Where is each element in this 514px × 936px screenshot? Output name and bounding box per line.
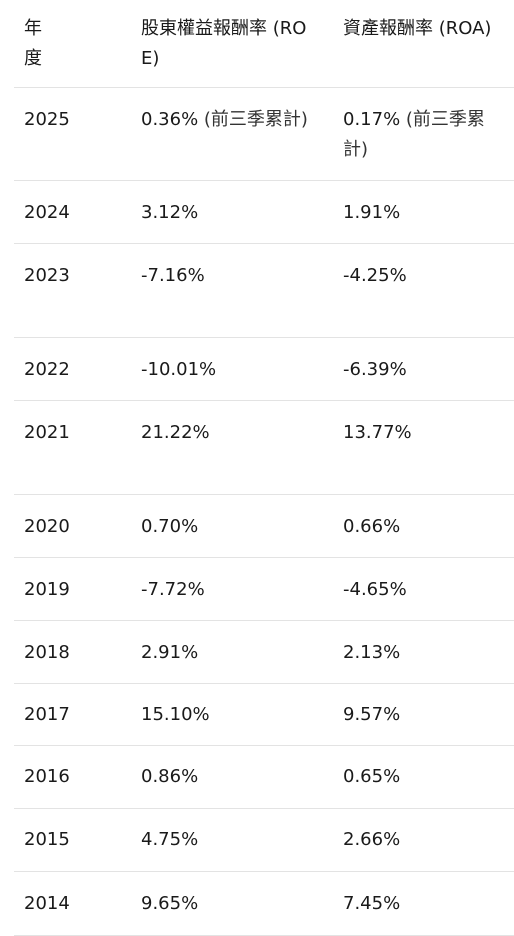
table-header: 年度 股東權益報酬率 (ROE) 資產報酬率 (ROA) — [0, 0, 514, 88]
year-cell: 2023 — [24, 265, 70, 286]
table-row: 2023 -7.16% -4.25% — [0, 244, 514, 338]
roe-cell: 15.10% — [141, 704, 210, 725]
roa-cell: 13.77% — [343, 422, 412, 443]
roe-cell: -10.01% — [141, 359, 217, 380]
roe-cell: 21.22% — [141, 422, 210, 443]
year-cell: 2021 — [24, 422, 70, 443]
row-divider — [14, 180, 514, 181]
row-divider — [14, 337, 514, 338]
year-cell: 2019 — [24, 579, 70, 600]
row-divider — [14, 87, 514, 88]
row-divider — [14, 494, 514, 495]
year-cell: 2015 — [24, 829, 70, 850]
year-cell: 2016 — [24, 766, 70, 787]
roe-cell: 0.36% (前三季累計) — [141, 105, 331, 135]
roe-cell: 0.86% — [141, 766, 199, 787]
table-row: 2022 -10.01% -6.39% — [0, 338, 514, 401]
roa-cell: 7.45% — [343, 893, 401, 914]
year-cell: 2025 — [24, 109, 70, 130]
table-row: 2018 2.91% 2.13% — [0, 621, 514, 684]
table-row: 2019 -7.72% -4.65% — [0, 558, 514, 621]
table-row: 2020 0.70% 0.66% — [0, 495, 514, 558]
header-year: 年度 — [24, 18, 42, 69]
roe-cell: 3.12% — [141, 202, 199, 223]
year-cell: 2024 — [24, 202, 70, 223]
row-divider — [14, 243, 514, 244]
roa-cell: -4.65% — [343, 579, 407, 600]
roe-cell: 2.91% — [141, 642, 199, 663]
table-row: 2021 21.22% 13.77% — [0, 401, 514, 495]
year-cell: 2014 — [24, 893, 70, 914]
table-row: 2015 4.75% 2.66% — [0, 809, 514, 872]
roa-value: 0.17% — [343, 109, 401, 130]
year-cell: 2018 — [24, 642, 70, 663]
table-row: 2014 9.65% 7.45% — [0, 872, 514, 936]
roe-note: (前三季累計) — [198, 109, 308, 130]
row-divider — [14, 808, 514, 809]
row-divider — [14, 620, 514, 621]
row-divider — [14, 400, 514, 401]
table-row: 2017 15.10% 9.57% — [0, 684, 514, 746]
roe-cell: -7.16% — [141, 265, 205, 286]
table-row: 2025 0.36% (前三季累計) 0.17% (前三季累計) — [0, 88, 514, 181]
roe-cell: 4.75% — [141, 829, 199, 850]
row-divider — [14, 683, 514, 684]
header-roe: 股東權益報酬率 (ROE) — [141, 18, 307, 69]
roa-cell: -4.25% — [343, 265, 407, 286]
roa-cell: 2.66% — [343, 829, 401, 850]
year-cell: 2020 — [24, 516, 70, 537]
table-row: 2024 3.12% 1.91% — [0, 181, 514, 244]
roe-cell: -7.72% — [141, 579, 205, 600]
roa-cell: 9.57% — [343, 704, 401, 725]
roa-cell: 0.66% — [343, 516, 401, 537]
roe-value: 0.36% — [141, 109, 199, 130]
table-row: 2016 0.86% 0.65% — [0, 746, 514, 809]
roa-cell: -6.39% — [343, 359, 407, 380]
roa-cell: 1.91% — [343, 202, 401, 223]
row-divider — [14, 745, 514, 746]
year-cell: 2022 — [24, 359, 70, 380]
roa-note: (前三季累計) — [343, 109, 485, 160]
roe-cell: 9.65% — [141, 893, 199, 914]
roe-cell: 0.70% — [141, 516, 199, 537]
header-roa: 資產報酬率 (ROA) — [343, 18, 492, 39]
roa-cell: 0.65% — [343, 766, 401, 787]
roa-cell: 2.13% — [343, 642, 401, 663]
year-cell: 2017 — [24, 704, 70, 725]
row-divider — [14, 557, 514, 558]
row-divider — [14, 871, 514, 872]
roa-cell: 0.17% (前三季累計) — [343, 105, 508, 165]
